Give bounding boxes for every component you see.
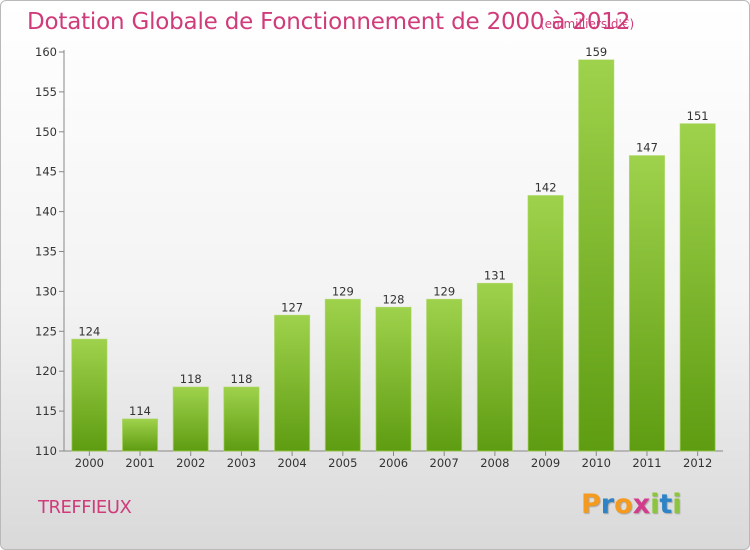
bar-value-label: 147 (636, 141, 658, 155)
bar-value-label: 128 (383, 292, 405, 306)
y-tick-label: 130 (35, 284, 57, 298)
y-tick-label: 115 (35, 404, 57, 418)
logo-letter: i (672, 489, 682, 520)
bars (71, 59, 716, 452)
x-tick-label: 2010 (582, 456, 611, 470)
x-tick-label: 2012 (683, 456, 712, 470)
bar-2007 (426, 299, 462, 451)
chart-subtitle: (en milliers d'€) (540, 17, 635, 31)
bar-outline (578, 59, 615, 452)
bar-value-label: 114 (129, 404, 151, 418)
bar-2003 (223, 387, 259, 451)
proxiti-logo: Proxiti (581, 489, 682, 520)
chart-title: Dotation Globale de Fonctionnement de 20… (27, 9, 631, 35)
y-tick-label: 145 (35, 165, 57, 179)
bar-value-label: 118 (230, 372, 252, 386)
bar-outline (223, 386, 260, 452)
bar-2004 (274, 315, 310, 451)
bar-outline (71, 338, 108, 452)
y-tick-label: 140 (35, 205, 57, 219)
bar-value-label: 124 (78, 324, 100, 338)
bar-2006 (376, 307, 411, 451)
bar-2008 (477, 283, 513, 451)
bar-2000 (71, 339, 107, 451)
y-tick-label: 150 (35, 125, 57, 139)
logo-letter: r (600, 489, 615, 520)
commune-name: TREFFIEUX (38, 497, 132, 518)
bar-2012 (680, 123, 716, 451)
bar-outline (375, 306, 412, 452)
x-tick-label: 2002 (176, 456, 205, 470)
bar-value-label: 129 (433, 284, 455, 298)
x-tick-label: 2011 (632, 456, 661, 470)
bar-outline (324, 298, 361, 452)
bar-2002 (173, 387, 209, 451)
bar-outline (527, 195, 564, 452)
y-tick-label: 110 (35, 444, 57, 458)
y-tick-label: 120 (35, 364, 57, 378)
bar-2010 (578, 59, 614, 451)
logo-letter: x (632, 489, 651, 520)
x-tick-label: 2009 (531, 456, 560, 470)
x-tick-label: 2003 (227, 456, 256, 470)
bar-outline (122, 418, 159, 452)
bar-2001 (122, 419, 158, 451)
x-tick-label: 2000 (75, 456, 104, 470)
bar-value-label: 131 (484, 268, 506, 282)
x-tick-label: 2008 (480, 456, 509, 470)
bar-value-label: 127 (281, 300, 303, 314)
bar-2009 (528, 195, 564, 451)
y-tick-label: 155 (35, 85, 57, 99)
x-tick-label: 2005 (328, 456, 357, 470)
bar-value-label: 159 (585, 45, 607, 59)
y-tick-label: 135 (35, 245, 57, 259)
bar-outline (274, 314, 311, 452)
labels: 2000 124 2001 114 2002 118 2003 118 2004 127 2005 1… (75, 45, 713, 470)
logo-letter: i (650, 489, 660, 520)
y-tick-label: 125 (35, 324, 57, 338)
bar-value-label: 151 (687, 109, 709, 123)
x-tick-label: 2004 (277, 456, 306, 470)
bar-2005 (325, 299, 361, 451)
bar-value-label: 129 (332, 284, 354, 298)
logo-letter: P (581, 489, 601, 520)
x-tick-label: 2007 (430, 456, 459, 470)
x-tick-label: 2006 (379, 456, 408, 470)
axes: 110 115 120 125 130 135 140 145 150 155 160 (35, 45, 723, 458)
bar-value-label: 142 (535, 181, 557, 195)
logo-letter: o (614, 489, 633, 520)
bar-2011 (629, 155, 665, 452)
bar-outline (476, 282, 513, 452)
bar-outline (426, 298, 463, 452)
x-tick-label: 2001 (125, 456, 154, 470)
bar-outline (172, 386, 209, 452)
y-tick-label: 160 (35, 45, 57, 59)
bar-outline (628, 155, 665, 452)
logo-letter: t (659, 489, 673, 520)
bar-outline (679, 123, 716, 452)
bar-value-label: 118 (180, 372, 202, 386)
